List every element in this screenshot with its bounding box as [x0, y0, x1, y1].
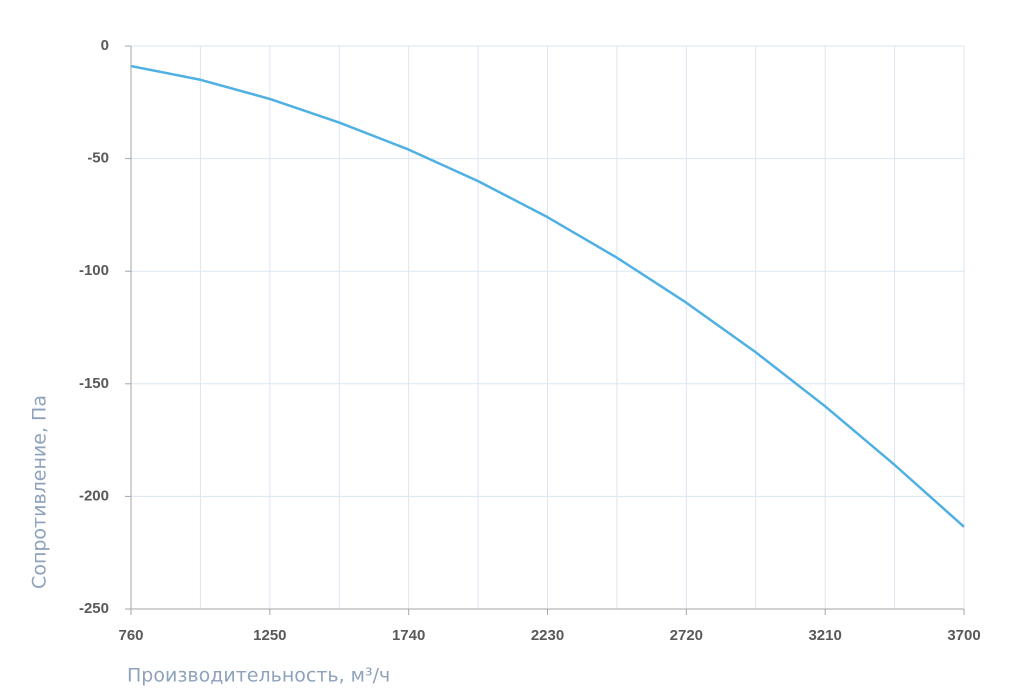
y-tick-label: -250 — [79, 600, 109, 617]
x-tick-label: 760 — [118, 627, 143, 644]
y-tick-label: -150 — [79, 375, 109, 392]
data-line — [130, 64, 965, 528]
x-tick-label: 1250 — [253, 627, 286, 644]
x-tick-label: 1740 — [392, 627, 425, 644]
y-axis-title: Сопротивление, Па — [29, 395, 51, 589]
y-tick-label: -100 — [79, 262, 109, 279]
y-tick-label: -200 — [79, 487, 109, 504]
y-tick-label: -50 — [87, 150, 109, 167]
x-tick-label: 3210 — [808, 627, 841, 644]
x-tick-label: 2720 — [670, 627, 703, 644]
x-tick-label: 2230 — [531, 627, 564, 644]
x-axis-title: Производительность, м³/ч — [127, 665, 390, 687]
y-tick-label: 0 — [101, 37, 109, 54]
x-tick-label: 3700 — [947, 627, 980, 644]
